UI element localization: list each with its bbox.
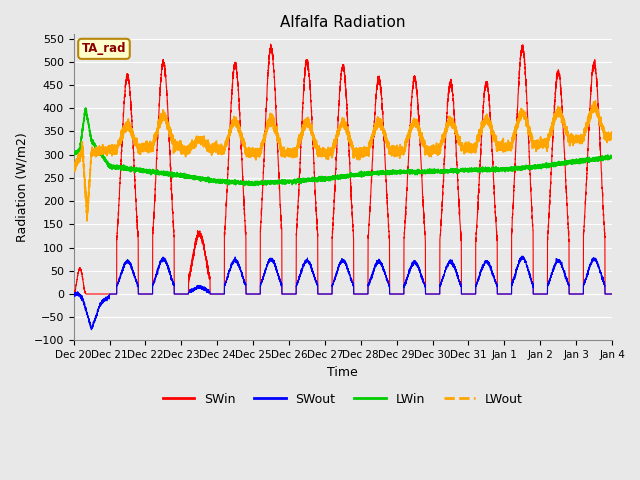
LWout <box>579 132 587 138</box>
SWout <box>479 262 486 268</box>
Title: Alfalfa Radiation: Alfalfa Radiation <box>280 15 406 30</box>
Line: LWin: LWin <box>74 108 612 186</box>
Line: LWout: LWout <box>74 101 612 221</box>
SWout <box>324 291 332 297</box>
SWin <box>267 41 275 47</box>
SWin <box>586 112 593 118</box>
LWout <box>324 149 332 155</box>
SWin <box>463 291 471 297</box>
LWin <box>82 105 90 111</box>
LWout <box>70 165 77 170</box>
LWin <box>324 174 332 180</box>
SWout <box>70 292 77 298</box>
LWout <box>83 218 91 224</box>
SWout <box>608 291 616 297</box>
SWout <box>88 327 95 333</box>
Text: TA_rad: TA_rad <box>82 42 126 55</box>
SWin <box>579 291 587 297</box>
SWin <box>479 117 486 123</box>
SWin <box>70 291 77 297</box>
LWin <box>253 180 260 186</box>
LWout <box>591 98 599 104</box>
LWout <box>608 133 616 139</box>
X-axis label: Time: Time <box>328 366 358 379</box>
LWin <box>250 183 257 189</box>
Line: SWin: SWin <box>74 44 612 294</box>
LWout <box>253 147 260 153</box>
SWin <box>253 291 260 297</box>
LWout <box>479 124 486 130</box>
SWout <box>586 264 593 270</box>
LWin <box>479 167 486 173</box>
SWin <box>324 291 332 297</box>
LWin <box>70 152 77 158</box>
LWout <box>586 117 593 123</box>
SWout <box>518 253 525 259</box>
Legend: SWin, SWout, LWin, LWout: SWin, SWout, LWin, LWout <box>158 388 528 411</box>
SWout <box>253 291 260 297</box>
Y-axis label: Radiation (W/m2): Radiation (W/m2) <box>15 132 28 242</box>
SWin <box>608 291 616 297</box>
LWin <box>586 157 593 163</box>
LWin <box>463 168 471 173</box>
SWout <box>579 291 587 297</box>
LWout <box>463 144 471 150</box>
SWout <box>463 291 471 297</box>
Line: SWout: SWout <box>74 256 612 330</box>
LWin <box>608 155 616 160</box>
LWin <box>579 158 587 164</box>
